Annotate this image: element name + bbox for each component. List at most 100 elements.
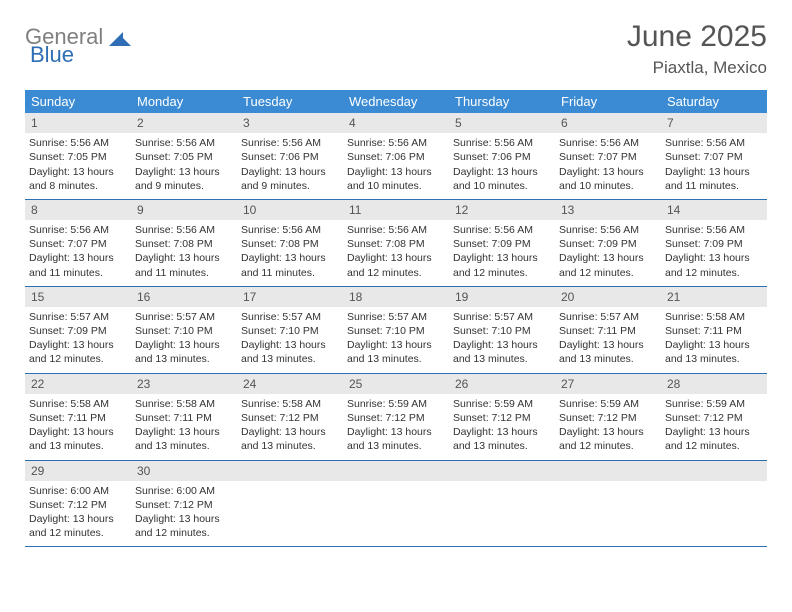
day-details: Sunrise: 5:57 AMSunset: 7:09 PMDaylight:… bbox=[25, 310, 131, 367]
calendar-week: 8 Sunrise: 5:56 AMSunset: 7:07 PMDaylight… bbox=[25, 200, 767, 287]
calendar-day: 1Sunrise: 5:56 AMSunset: 7:05 PMDaylight… bbox=[25, 113, 131, 199]
calendar-day: 6 Sunrise: 5:56 AMSunset: 7:07 PMDaylight… bbox=[555, 113, 661, 199]
day-details: Sunrise: 5:56 AMSunset: 7:07 PMDaylight:… bbox=[25, 223, 131, 280]
day-number: 14 bbox=[661, 200, 767, 220]
day-number: 3 bbox=[237, 113, 343, 133]
day-details: Sunrise: 5:57 AMSunset: 7:10 PMDaylight:… bbox=[237, 310, 343, 367]
calendar-day: . bbox=[555, 461, 661, 547]
weekday-header: Sunday bbox=[25, 90, 131, 113]
weekday-header: Saturday bbox=[661, 90, 767, 113]
day-details: Sunrise: 5:59 AMSunset: 7:12 PMDaylight:… bbox=[555, 397, 661, 454]
day-details: Sunrise: 5:58 AMSunset: 7:11 PMDaylight:… bbox=[661, 310, 767, 367]
day-number: 7 bbox=[661, 113, 767, 133]
day-number: . bbox=[661, 461, 767, 481]
day-details: Sunrise: 5:56 AMSunset: 7:09 PMDaylight:… bbox=[449, 223, 555, 280]
calendar-day: . bbox=[237, 461, 343, 547]
day-number: 26 bbox=[449, 374, 555, 394]
weekday-header-row: SundayMondayTuesdayWednesdayThursdayFrid… bbox=[25, 90, 767, 113]
weekday-header: Thursday bbox=[449, 90, 555, 113]
day-details: Sunrise: 6:00 AMSunset: 7:12 PMDaylight:… bbox=[131, 484, 237, 541]
day-number: 19 bbox=[449, 287, 555, 307]
calendar-week: 29Sunrise: 6:00 AMSunset: 7:12 PMDayligh… bbox=[25, 461, 767, 548]
day-number: 15 bbox=[25, 287, 131, 307]
calendar-day: 28Sunrise: 5:59 AMSunset: 7:12 PMDayligh… bbox=[661, 374, 767, 460]
day-details: Sunrise: 5:56 AMSunset: 7:06 PMDaylight:… bbox=[343, 136, 449, 193]
day-details: Sunrise: 5:56 AMSunset: 7:07 PMDaylight:… bbox=[661, 136, 767, 193]
day-details: Sunrise: 5:57 AMSunset: 7:11 PMDaylight:… bbox=[555, 310, 661, 367]
calendar-day: 25Sunrise: 5:59 AMSunset: 7:12 PMDayligh… bbox=[343, 374, 449, 460]
day-number: 23 bbox=[131, 374, 237, 394]
day-details: Sunrise: 5:58 AMSunset: 7:11 PMDaylight:… bbox=[131, 397, 237, 454]
day-details: Sunrise: 5:57 AMSunset: 7:10 PMDaylight:… bbox=[343, 310, 449, 367]
calendar-day: 19 Sunrise: 5:57 AMSunset: 7:10 PMDayligh… bbox=[449, 287, 555, 373]
day-number: 5 bbox=[449, 113, 555, 133]
day-number: 29 bbox=[25, 461, 131, 481]
day-details: Sunrise: 5:57 AMSunset: 7:10 PMDaylight:… bbox=[449, 310, 555, 367]
day-details: Sunrise: 5:57 AMSunset: 7:10 PMDaylight:… bbox=[131, 310, 237, 367]
day-number: . bbox=[555, 461, 661, 481]
day-number: 27 bbox=[555, 374, 661, 394]
calendar-day: . bbox=[449, 461, 555, 547]
calendar-week: 22Sunrise: 5:58 AMSunset: 7:11 PMDayligh… bbox=[25, 374, 767, 461]
day-details: Sunrise: 5:56 AMSunset: 7:06 PMDaylight:… bbox=[237, 136, 343, 193]
day-number: . bbox=[343, 461, 449, 481]
day-number: 21 bbox=[661, 287, 767, 307]
day-number: 2 bbox=[131, 113, 237, 133]
logo-line2: Blue bbox=[30, 42, 74, 68]
calendar-day: 13Sunrise: 5:56 AMSunset: 7:09 PMDayligh… bbox=[555, 200, 661, 286]
day-number: 17 bbox=[237, 287, 343, 307]
calendar-day: 21 Sunrise: 5:58 AMSunset: 7:11 PMDayligh… bbox=[661, 287, 767, 373]
day-number: 6 bbox=[555, 113, 661, 133]
day-number: 1 bbox=[25, 113, 131, 133]
day-details: Sunrise: 5:59 AMSunset: 7:12 PMDaylight:… bbox=[449, 397, 555, 454]
calendar-day: 10Sunrise: 5:56 AMSunset: 7:08 PMDayligh… bbox=[237, 200, 343, 286]
calendar-day: 2Sunrise: 5:56 AMSunset: 7:05 PMDaylight… bbox=[131, 113, 237, 199]
day-details: Sunrise: 5:58 AMSunset: 7:12 PMDaylight:… bbox=[237, 397, 343, 454]
calendar-day: 17 Sunrise: 5:57 AMSunset: 7:10 PMDayligh… bbox=[237, 287, 343, 373]
calendar-day: 11Sunrise: 5:56 AMSunset: 7:08 PMDayligh… bbox=[343, 200, 449, 286]
calendar-week: 15 Sunrise: 5:57 AMSunset: 7:09 PMDayligh… bbox=[25, 287, 767, 374]
calendar-day: . bbox=[661, 461, 767, 547]
day-number: . bbox=[449, 461, 555, 481]
calendar-day: 18Sunrise: 5:57 AMSunset: 7:10 PMDayligh… bbox=[343, 287, 449, 373]
calendar-day: . bbox=[343, 461, 449, 547]
calendar: SundayMondayTuesdayWednesdayThursdayFrid… bbox=[25, 90, 767, 547]
day-details: Sunrise: 5:58 AMSunset: 7:11 PMDaylight:… bbox=[25, 397, 131, 454]
weekday-header: Tuesday bbox=[237, 90, 343, 113]
day-number: 12 bbox=[449, 200, 555, 220]
location-subtitle: Piaxtla, Mexico bbox=[627, 58, 767, 78]
calendar-day: 22Sunrise: 5:58 AMSunset: 7:11 PMDayligh… bbox=[25, 374, 131, 460]
day-details: Sunrise: 5:56 AMSunset: 7:07 PMDaylight:… bbox=[555, 136, 661, 193]
calendar-day: 3 Sunrise: 5:56 AMSunset: 7:06 PMDaylight… bbox=[237, 113, 343, 199]
calendar-weeks: 1Sunrise: 5:56 AMSunset: 7:05 PMDaylight… bbox=[25, 113, 767, 547]
day-number: 9 bbox=[131, 200, 237, 220]
weekday-header: Friday bbox=[555, 90, 661, 113]
calendar-day: 30 Sunrise: 6:00 AMSunset: 7:12 PMDayligh… bbox=[131, 461, 237, 547]
calendar-day: 20 Sunrise: 5:57 AMSunset: 7:11 PMDayligh… bbox=[555, 287, 661, 373]
calendar-day: 16 Sunrise: 5:57 AMSunset: 7:10 PMDayligh… bbox=[131, 287, 237, 373]
triangle-icon bbox=[109, 30, 131, 46]
day-number: 8 bbox=[25, 200, 131, 220]
day-number: 10 bbox=[237, 200, 343, 220]
calendar-day: 14 Sunrise: 5:56 AMSunset: 7:09 PMDayligh… bbox=[661, 200, 767, 286]
calendar-day: 15 Sunrise: 5:57 AMSunset: 7:09 PMDayligh… bbox=[25, 287, 131, 373]
day-number: 20 bbox=[555, 287, 661, 307]
day-details: Sunrise: 6:00 AMSunset: 7:12 PMDaylight:… bbox=[25, 484, 131, 541]
calendar-day: 29 Sunrise: 6:00 AMSunset: 7:12 PMDayligh… bbox=[25, 461, 131, 547]
day-number: 16 bbox=[131, 287, 237, 307]
title-block: June 2025 Piaxtla, Mexico bbox=[627, 20, 767, 78]
calendar-day: 27 Sunrise: 5:59 AMSunset: 7:12 PMDayligh… bbox=[555, 374, 661, 460]
day-details: Sunrise: 5:59 AMSunset: 7:12 PMDaylight:… bbox=[343, 397, 449, 454]
day-number: 11 bbox=[343, 200, 449, 220]
calendar-day: 26 Sunrise: 5:59 AMSunset: 7:12 PMDayligh… bbox=[449, 374, 555, 460]
day-number: 30 bbox=[131, 461, 237, 481]
calendar-day: 8 Sunrise: 5:56 AMSunset: 7:07 PMDaylight… bbox=[25, 200, 131, 286]
day-details: Sunrise: 5:56 AMSunset: 7:09 PMDaylight:… bbox=[661, 223, 767, 280]
day-number: 28 bbox=[661, 374, 767, 394]
day-number: 13 bbox=[555, 200, 661, 220]
calendar-day: 7 Sunrise: 5:56 AMSunset: 7:07 PMDaylight… bbox=[661, 113, 767, 199]
weekday-header: Wednesday bbox=[343, 90, 449, 113]
weekday-header: Monday bbox=[131, 90, 237, 113]
header: General June 2025 Piaxtla, Mexico bbox=[25, 20, 767, 78]
day-number: 24 bbox=[237, 374, 343, 394]
